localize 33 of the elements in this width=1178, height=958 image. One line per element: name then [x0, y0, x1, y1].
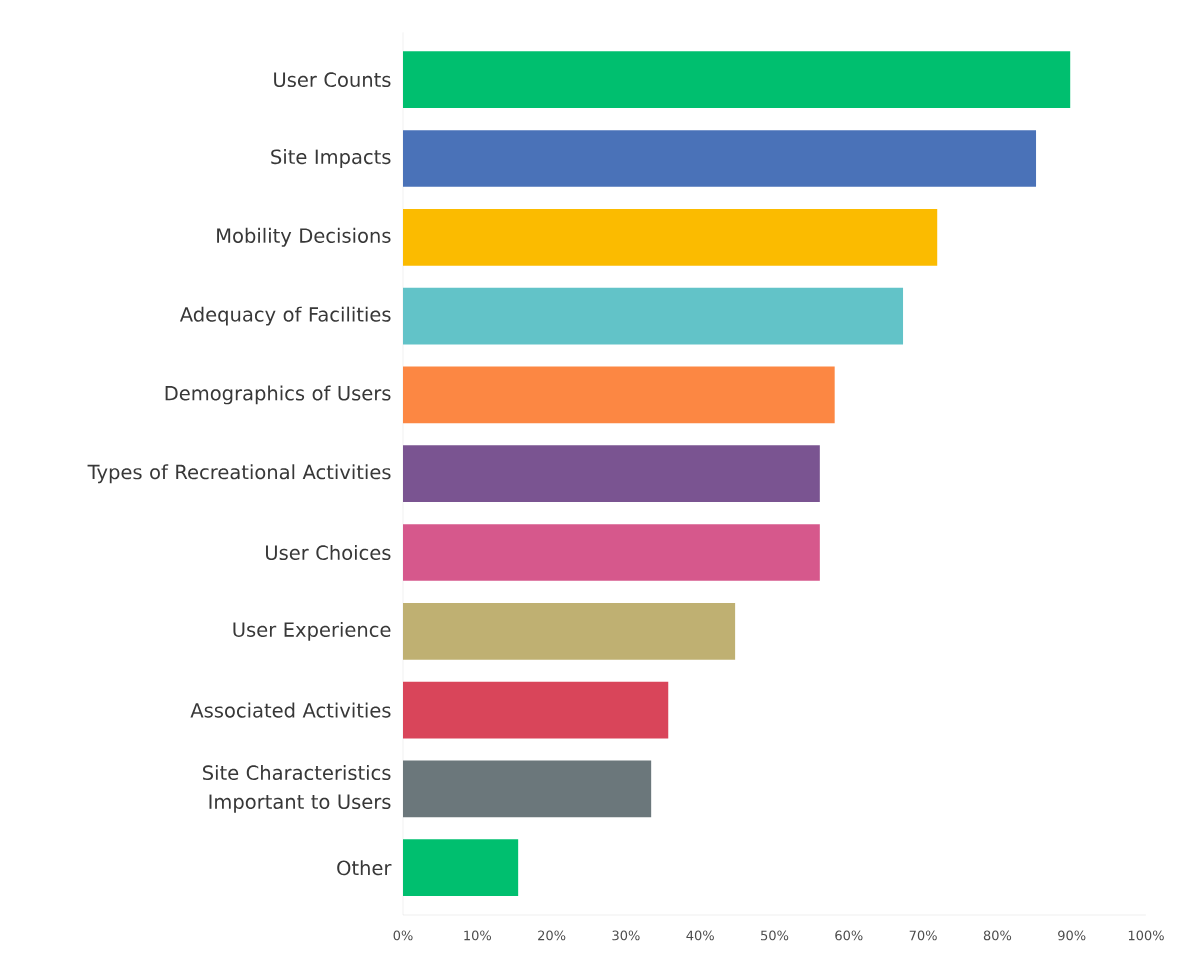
x-tick-label: 20% — [538, 930, 566, 941]
y-tick-label: Adequacy of Facilities — [179, 306, 391, 326]
bar — [403, 524, 820, 581]
y-tick-label: Mobility Decisions — [217, 227, 391, 247]
bar — [403, 445, 820, 503]
x-tick-label: 50% — [761, 930, 789, 941]
y-tick-label: User Choices — [266, 544, 391, 561]
y-tick-label: Other — [337, 860, 392, 876]
y-tick-label: Associated Activities — [190, 702, 391, 718]
x-tick-label: 70% — [909, 930, 937, 941]
bar — [403, 130, 1037, 187]
bar — [403, 602, 736, 660]
x-tick-label: 40% — [686, 930, 714, 941]
x-tick-label: 90% — [1058, 930, 1086, 941]
x-tick-label: 0% — [393, 930, 413, 941]
bar — [403, 760, 652, 818]
bar — [403, 366, 835, 424]
bar — [403, 287, 904, 345]
y-tick-label: Types of Recreational Activities — [87, 464, 391, 484]
x-tick-label: 10% — [464, 930, 492, 941]
y-tick-label: Site Impacts — [271, 149, 391, 168]
x-tick-label: 100% — [1128, 930, 1164, 941]
x-tick-label: 80% — [983, 930, 1012, 941]
x-tick-label: 30% — [612, 930, 640, 941]
y-tick-label: User Counts — [274, 72, 391, 88]
y-tick-label: Demographics of Users — [165, 385, 391, 405]
bar — [403, 681, 669, 739]
bar — [403, 51, 1071, 109]
y-tick-label: Site Characteristics Important to Users — [203, 764, 391, 813]
bar — [403, 208, 938, 266]
x-tick-label: 60% — [835, 930, 863, 941]
bar — [403, 839, 519, 897]
y-tick-label: User Experience — [233, 621, 391, 641]
